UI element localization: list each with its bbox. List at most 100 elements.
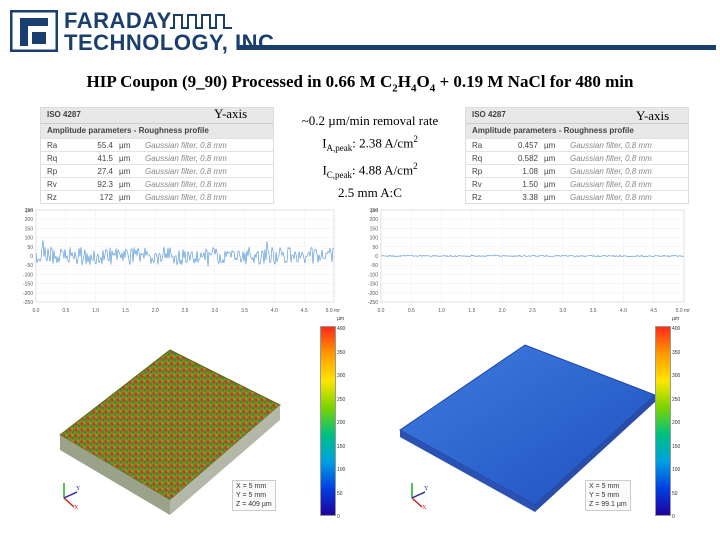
profile-xtick: 5.0 mm <box>676 308 690 314</box>
right-dimensions: X = 5 mm Y = 5 mm Z = 99.1 µm <box>585 480 631 511</box>
cell-param: Rq <box>472 153 483 163</box>
profile-ytick: µm <box>26 208 33 214</box>
profile-ytick: 250 <box>25 208 34 214</box>
profile-ytick: -50 <box>371 263 378 269</box>
colorbar-tick: 150 <box>337 443 346 450</box>
profile-ytick: -250 <box>368 300 378 306</box>
profile-ytick: -200 <box>23 291 33 297</box>
profile-ytick: -150 <box>23 282 33 288</box>
profile-ytick: 200 <box>25 217 34 223</box>
colorbar-tick: 50 <box>672 490 678 497</box>
cell-filter: Gaussian filter, 0.8 mm <box>570 179 652 189</box>
cell-value: 27.4 <box>97 166 113 176</box>
cell-filter: Gaussian filter, 0.8 mm <box>145 192 227 202</box>
profile-ytick: -250 <box>23 300 33 306</box>
cell-unit: µm <box>544 192 556 202</box>
cell-unit: µm <box>119 179 131 189</box>
table-row: Rp 1.08 µm Gaussian filter, 0.8 mm <box>466 164 688 177</box>
colorbar-tick: 100 <box>337 467 346 473</box>
profile-xtick: 1.0 <box>92 308 99 314</box>
profile-xtick: 2.5 <box>182 308 189 314</box>
profile-xtick: 4.5 <box>301 308 308 314</box>
profile-xtick: 2.0 <box>499 308 506 314</box>
profile-xtick: 4.0 <box>620 308 627 314</box>
table-title: ISO 4287 <box>466 108 688 123</box>
right-axis-x-label: X <box>422 505 427 510</box>
left-colorbar <box>320 326 336 516</box>
profile-xtick: 1.5 <box>122 308 129 314</box>
cell-filter: Gaussian filter, 0.8 mm <box>570 166 652 176</box>
left-axis-x-label: X <box>74 505 79 510</box>
colorbar-tick: 350 <box>337 349 346 356</box>
profile-ytick: -100 <box>368 272 378 278</box>
cell-param: Rv <box>47 179 57 189</box>
colorbar-tick: 150 <box>672 443 681 450</box>
cell-unit: µm <box>119 153 131 163</box>
profile-trace <box>381 254 685 258</box>
cell-filter: Gaussian filter, 0.8 mm <box>145 153 227 163</box>
cell-filter: Gaussian filter, 0.8 mm <box>570 153 652 163</box>
colorbar-tick: 400 <box>337 326 346 332</box>
profile-ytick: 100 <box>370 236 379 242</box>
colorbar-tick: 250 <box>337 396 346 403</box>
table-row: Rv 92.3 µm Gaussian filter, 0.8 mm <box>41 177 273 190</box>
profile-ytick: 0 <box>30 254 33 260</box>
profile-xtick: 0.5 <box>62 308 69 314</box>
table-section: Amplitude parameters - Roughness profile <box>41 123 273 138</box>
colorbar-tick: 0 <box>672 514 675 520</box>
pulse-waveform-icon <box>170 14 232 29</box>
cell-param: Rp <box>47 166 58 176</box>
left-axis-triad-icon: Y X <box>63 483 81 510</box>
cell-value: 1.08 <box>522 166 538 176</box>
duty-ratio: 2.5 mm A:C <box>338 184 402 200</box>
process-parameters: ~0.2 µm/min removal rate IA,peak: 2.38 A… <box>280 112 460 202</box>
colorbar-tick: 250 <box>672 396 681 403</box>
header-rule <box>238 45 716 50</box>
profile-ytick: 50 <box>372 245 378 251</box>
colorbar-tick: µm <box>672 316 680 322</box>
left-dimensions: X = 5 mm Y = 5 mm Z = 409 µm <box>232 480 276 511</box>
table-row: Rv 1.50 µm Gaussian filter, 0.8 mm <box>466 177 688 190</box>
colorbar-tick: 300 <box>337 373 346 379</box>
profile-xtick: 3.5 <box>590 308 597 314</box>
cell-filter: Gaussian filter, 0.8 mm <box>570 192 652 202</box>
company-line2: TECHNOLOGY, INC. <box>64 30 282 55</box>
removal-rate: ~0.2 µm/min removal rate <box>301 113 439 128</box>
colorbar-tick: 300 <box>672 373 681 379</box>
right-axis-triad-icon: Y X <box>411 483 429 510</box>
cell-unit: µm <box>119 192 131 202</box>
cell-param: Rq <box>47 153 58 163</box>
table-section: Amplitude parameters - Roughness profile <box>466 123 688 138</box>
cell-param: Rv <box>472 179 482 189</box>
colorbar-tick: 200 <box>337 420 346 426</box>
slide-title: HIP Coupon (9_90) Processed in 0.66 M C2… <box>86 72 634 95</box>
left-roughness-table: ISO 4287 Amplitude parameters - Roughnes… <box>40 107 274 204</box>
profile-xtick: 4.0 <box>271 308 278 314</box>
profile-ytick: -150 <box>368 282 378 288</box>
cell-unit: µm <box>544 166 556 176</box>
colorbar-tick: 200 <box>672 420 681 426</box>
cell-unit: µm <box>544 140 556 150</box>
right-colorbar <box>655 326 671 516</box>
profile-xtick: 0.0 <box>33 308 40 314</box>
profile-xtick: 1.5 <box>468 308 475 314</box>
table-row: Rz 172 µm Gaussian filter, 0.8 mm <box>41 190 273 203</box>
cell-value: 0.457 <box>517 140 538 150</box>
cell-value: 41.5 <box>97 153 113 163</box>
cell-value: 0.582 <box>517 153 538 163</box>
profile-ytick: 250 <box>370 208 379 214</box>
table-row: Ra 0.457 µm Gaussian filter, 0.8 mm <box>466 138 688 151</box>
cell-filter: Gaussian filter, 0.8 mm <box>145 140 227 150</box>
left-axis-y-label: Y <box>76 486 81 492</box>
profile-xtick: 5.0 mm <box>326 308 340 314</box>
left-3d-surface-rough <box>59 349 281 515</box>
cell-param: Rp <box>472 166 483 176</box>
profile-ytick: -50 <box>26 263 33 269</box>
cell-value: 1.50 <box>522 179 538 189</box>
table-row: Rp 27.4 µm Gaussian filter, 0.8 mm <box>41 164 273 177</box>
profile-ytick: µm <box>371 208 378 214</box>
cell-value: 3.38 <box>522 192 538 202</box>
colorbar-tick: 100 <box>672 467 681 473</box>
profile-xtick: 3.5 <box>241 308 248 314</box>
